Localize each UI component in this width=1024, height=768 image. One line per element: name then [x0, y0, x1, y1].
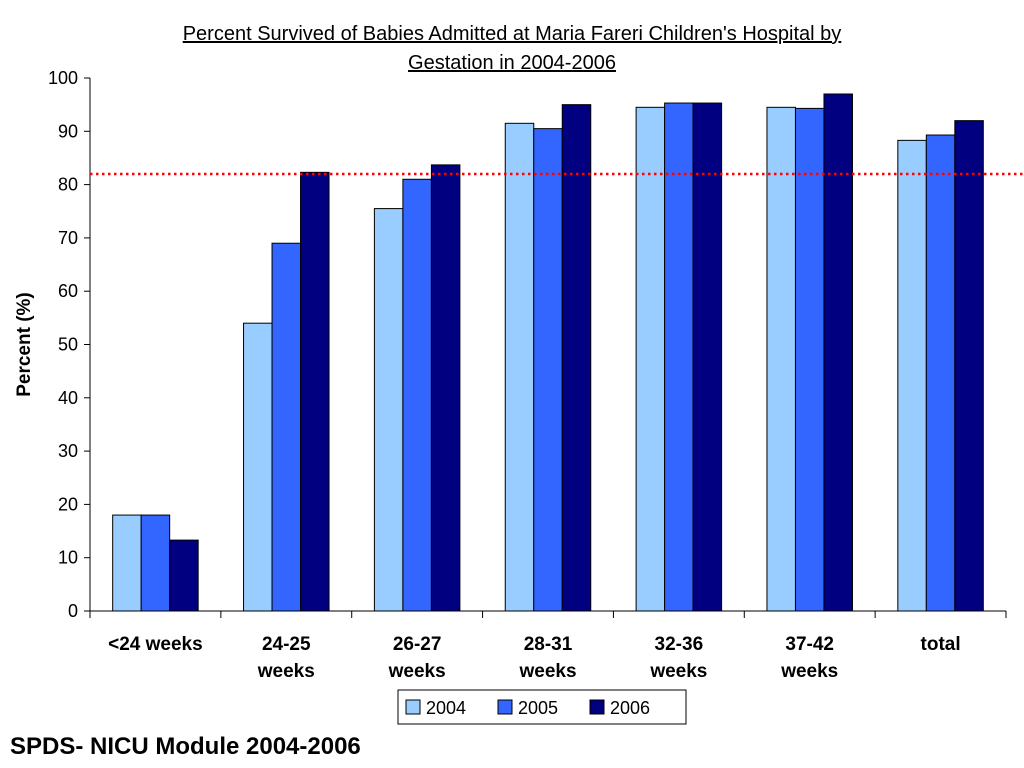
- bars: [112, 93, 984, 612]
- x-tick-label: <24 weeks: [108, 634, 203, 655]
- x-tick-label: total: [921, 634, 961, 655]
- bar-2004: [897, 139, 927, 612]
- x-axis: <24 weeks 24-25 weeks 26-27 weeks 28-31 weeks 3…: [89, 610, 1007, 682]
- x-tick-label: weeks: [780, 661, 838, 682]
- bar-2004: [504, 122, 535, 612]
- x-tick-label: 28-31: [524, 634, 573, 655]
- legend-box: [397, 689, 687, 725]
- y-tick-label: 60: [58, 281, 78, 301]
- legend-label-2004: 2004: [426, 698, 466, 718]
- x-tick-label: weeks: [388, 661, 446, 682]
- y-tick-label: 50: [58, 335, 78, 355]
- bar-2006: [169, 539, 199, 612]
- bar-2005: [533, 128, 563, 612]
- bar-2004: [243, 322, 273, 612]
- legend: 2004 2005 2006: [397, 689, 687, 725]
- legend-label-2005: 2005: [518, 698, 558, 718]
- x-tick-label: 37-42: [785, 634, 834, 655]
- y-tick-label: 40: [58, 388, 78, 408]
- legend-swatch-2004: [405, 699, 421, 715]
- footer-caption: SPDS- NICU Module 2004-2006: [10, 733, 361, 760]
- bar-2004: [112, 514, 142, 612]
- chart-title-line: Percent Survived of Babies Admitted at M…: [183, 23, 842, 45]
- y-tick-label: 0: [68, 601, 78, 621]
- bar-2006: [300, 171, 330, 612]
- bar-2005: [794, 107, 825, 612]
- bar-2005: [925, 134, 956, 612]
- y-axis: 0 10 20 30 40 50 60 70 80 90 100 Percent (%): [14, 68, 91, 621]
- y-tick-label: 80: [58, 175, 78, 195]
- bar-2006: [430, 164, 461, 612]
- x-tick-label: weeks: [649, 661, 707, 682]
- x-tick-label: weeks: [518, 661, 576, 682]
- y-tick-label: 100: [48, 68, 78, 88]
- bar-2004: [373, 208, 404, 612]
- bar-chart: Percent Survived of Babies Admitted at M…: [14, 23, 1024, 725]
- y-tick-label: 20: [58, 494, 78, 514]
- legend-swatch-2005: [497, 699, 513, 715]
- chart-title-line: Gestation in 2004-2006: [408, 52, 616, 74]
- y-tick-label: 10: [58, 548, 78, 568]
- bar-2005: [402, 178, 432, 612]
- legend-swatch-2006: [589, 699, 605, 715]
- bar-2006: [561, 104, 592, 612]
- bar-2006: [954, 120, 984, 612]
- bar-2006: [692, 102, 723, 612]
- x-tick-label: 26-27: [393, 634, 442, 655]
- bar-2005: [664, 102, 694, 612]
- x-tick-label: 32-36: [655, 634, 704, 655]
- x-tick-label: weeks: [257, 661, 315, 682]
- bar-2004: [766, 106, 796, 612]
- x-tick-label: 24-25: [262, 634, 311, 655]
- bar-2005: [271, 242, 302, 612]
- bar-2006: [823, 93, 853, 612]
- bar-2004: [635, 106, 666, 612]
- y-tick-label: 30: [58, 441, 78, 461]
- y-tick-label: 70: [58, 228, 78, 248]
- y-axis-label: Percent (%): [14, 292, 35, 397]
- chart-title: Percent Survived of Babies Admitted at M…: [183, 23, 842, 74]
- y-tick-label: 90: [58, 121, 78, 141]
- legend-label-2006: 2006: [610, 698, 650, 718]
- bar-2005: [140, 514, 171, 612]
